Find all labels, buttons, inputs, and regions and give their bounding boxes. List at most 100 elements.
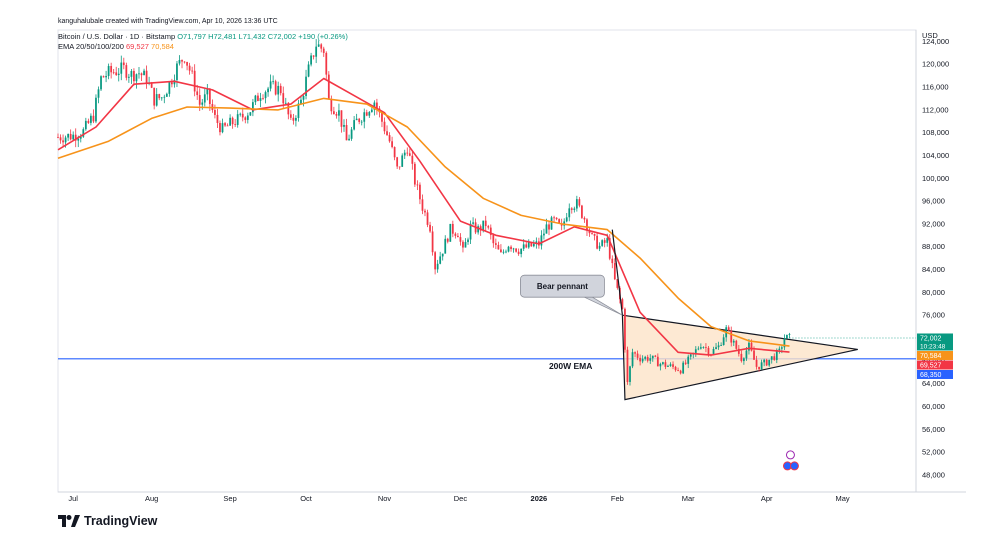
- y-tick-label: 80,000: [922, 288, 945, 297]
- candle-body: [150, 83, 153, 88]
- candle-body: [459, 237, 462, 242]
- candle-body: [295, 117, 297, 121]
- candle-body: [507, 246, 510, 252]
- candle-body: [596, 235, 598, 249]
- candle-body: [644, 356, 647, 359]
- candle-body: [674, 366, 677, 371]
- ohlc-low: L71,432: [238, 32, 266, 41]
- candle-body: [689, 354, 692, 357]
- candle-body: [416, 184, 419, 186]
- candle-body: [229, 117, 231, 126]
- candle-body: [603, 240, 606, 243]
- candle-body: [391, 141, 393, 148]
- x-tick-label: Mar: [682, 494, 695, 503]
- symbol-name: Bitcoin / U.S. Dollar · 1D · Bitstamp: [58, 32, 176, 41]
- candle-body: [173, 80, 176, 85]
- candle-body: [606, 238, 609, 243]
- candle-body: [770, 356, 773, 360]
- candle-body: [62, 140, 64, 143]
- candle-body: [398, 166, 401, 168]
- candle-body: [464, 242, 467, 248]
- candle-body: [500, 249, 502, 253]
- candle-body: [520, 248, 523, 255]
- candle-body: [370, 109, 373, 113]
- candle-body: [768, 359, 771, 366]
- candle-body: [608, 238, 611, 259]
- candle-body: [477, 226, 480, 233]
- candle-body: [492, 234, 495, 244]
- candle-body: [515, 248, 517, 252]
- candle-body: [120, 62, 123, 74]
- candle-body: [127, 76, 130, 78]
- candle-body: [188, 65, 191, 71]
- candle-body: [446, 238, 449, 242]
- price-badge: [917, 333, 953, 351]
- candle-body: [67, 133, 70, 138]
- candle-body: [332, 111, 335, 115]
- candle-body: [72, 134, 75, 140]
- candle-body: [426, 212, 429, 225]
- candle-body: [386, 131, 388, 136]
- y-axis-currency-label: USD: [922, 31, 938, 40]
- candle-body: [310, 55, 312, 65]
- candle-body: [720, 345, 723, 346]
- candle-body: [115, 72, 118, 75]
- candle-body: [95, 97, 97, 122]
- candle-body: [317, 44, 320, 47]
- candle-body: [117, 73, 120, 75]
- candle-body: [122, 62, 125, 66]
- candle-body: [669, 364, 672, 366]
- calendar-event-icon[interactable]: [785, 450, 795, 460]
- candle-body: [469, 223, 472, 240]
- candle-body: [715, 347, 717, 349]
- flag-event-icon[interactable]: [789, 461, 799, 471]
- candle-body: [664, 362, 667, 367]
- y-tick-label: 92,000: [922, 219, 945, 228]
- candle-body: [436, 263, 439, 270]
- ema-50-line: [57, 97, 790, 347]
- candle-body: [737, 348, 740, 354]
- candle-body: [383, 121, 386, 132]
- candle-body: [778, 348, 781, 351]
- candle-body: [682, 362, 685, 374]
- y-tick-label: 124,000: [922, 37, 949, 46]
- y-tick-label: 52,000: [922, 448, 945, 457]
- y-tick-label: 48,000: [922, 470, 945, 479]
- candle-body: [231, 117, 234, 125]
- event-markers[interactable]: [782, 450, 799, 471]
- candle-body: [224, 123, 226, 126]
- candle-body: [138, 73, 140, 75]
- candle-body: [449, 223, 452, 242]
- y-tick-label: 108,000: [922, 128, 949, 137]
- ema50-value: 70,584: [151, 42, 174, 51]
- price-badge-countdown: 10:23:48: [920, 343, 946, 350]
- candle-body: [578, 199, 581, 206]
- candle-body: [214, 110, 216, 115]
- candle-body: [201, 102, 204, 105]
- candles: [57, 39, 791, 386]
- candle-body: [87, 120, 90, 123]
- candle-body: [203, 94, 206, 103]
- candle-body: [315, 46, 318, 57]
- candle-body: [388, 135, 391, 142]
- candle-body: [570, 208, 573, 210]
- candle-body: [325, 52, 328, 75]
- candle-body: [558, 219, 561, 224]
- candle-body: [338, 110, 340, 116]
- candle-body: [760, 362, 763, 370]
- candle-body: [457, 235, 459, 238]
- candle-body: [659, 363, 662, 367]
- candle-body: [196, 91, 199, 96]
- candle-body: [282, 93, 285, 104]
- candle-body: [254, 95, 257, 103]
- candle-body: [745, 350, 748, 359]
- candle-body: [591, 233, 593, 234]
- price-badge: [917, 350, 953, 360]
- candle-body: [335, 114, 338, 116]
- ohlc-high: H72,481: [208, 32, 237, 41]
- candle-body: [216, 114, 219, 123]
- candle-body: [239, 113, 242, 115]
- candle-body: [284, 102, 287, 104]
- candle-body: [259, 98, 262, 101]
